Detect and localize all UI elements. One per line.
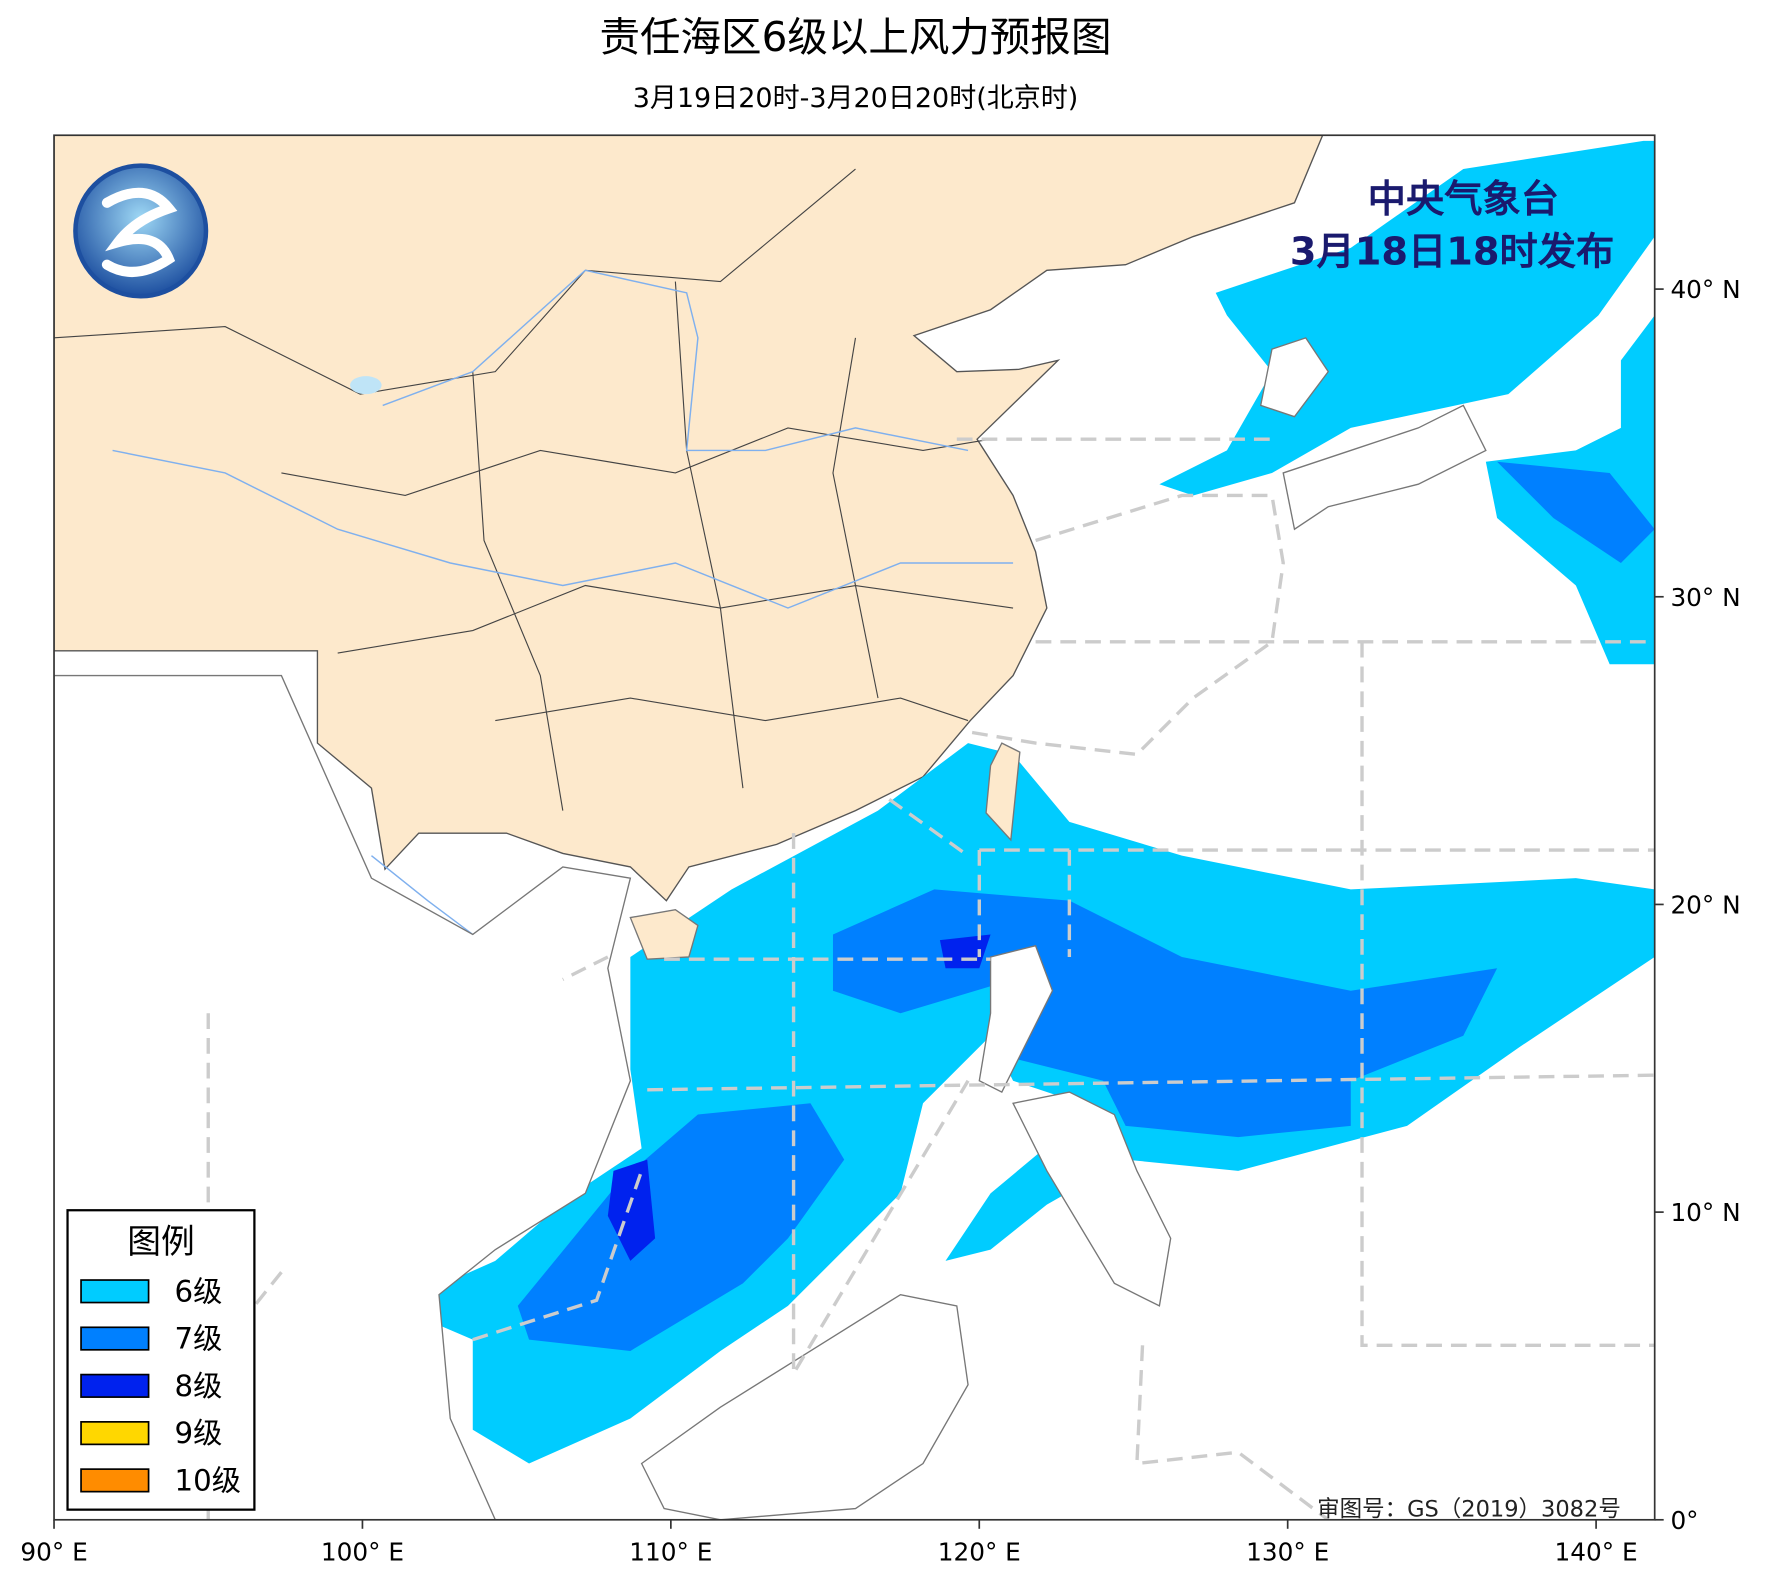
x-tick-label: 90° E: [20, 1537, 87, 1566]
y-tick-label: 40° N: [1670, 275, 1740, 304]
legend-title: 图例: [127, 1222, 195, 1261]
x-tick-label: 130° E: [1246, 1537, 1329, 1566]
legend-label: 9级: [174, 1416, 222, 1450]
legend-swatch: [80, 1373, 150, 1398]
legend-swatch: [80, 1326, 150, 1351]
y-tick-label: 30° N: [1670, 583, 1740, 612]
map-frame: [53, 134, 1656, 1521]
wind-8: [939, 934, 991, 969]
x-tick-label: 110° E: [629, 1537, 712, 1566]
legend-label: 6级: [174, 1274, 222, 1308]
x-tick-label: 120° E: [938, 1537, 1021, 1566]
legend-label: 8级: [174, 1369, 222, 1403]
x-tick-label: 140° E: [1555, 1537, 1638, 1566]
legend-swatch: [80, 1421, 150, 1446]
map-body: [54, 135, 1655, 1520]
wind-7: [832, 889, 1498, 1138]
subtitle: 3月19日20时-3月20日20时(北京时): [633, 83, 1079, 114]
wind-7: [1497, 461, 1655, 563]
issuer-name: 中央气象台: [1368, 177, 1559, 222]
wind-7: [517, 1103, 845, 1351]
legend-swatch: [80, 1468, 150, 1493]
axes: 90° E 100° E 110° E 120° E 130° E 140° E 0° 10°…: [20, 275, 1740, 1566]
china: [54, 135, 1324, 902]
lake: [350, 376, 382, 395]
approval-number: 审图号：GS（2019）3082号: [1317, 1496, 1621, 1522]
x-tick-label: 100° E: [321, 1537, 404, 1566]
y-tick-label: 10° N: [1670, 1198, 1740, 1227]
legend: 图例 6级 7级 8级 9级 10级: [66, 1209, 256, 1511]
y-tick-label: 20° N: [1670, 890, 1740, 919]
provinces: [54, 168, 1014, 811]
title: 责任海区6级以上风力预报图: [600, 13, 1112, 61]
logo: [73, 163, 209, 299]
issue-time: 3月18日18时发布: [1290, 230, 1614, 275]
legend-swatch: [80, 1279, 150, 1304]
legend-label: 7级: [174, 1322, 222, 1356]
legend-label: 10级: [174, 1464, 240, 1498]
y-tick-label: 0°: [1670, 1506, 1698, 1535]
